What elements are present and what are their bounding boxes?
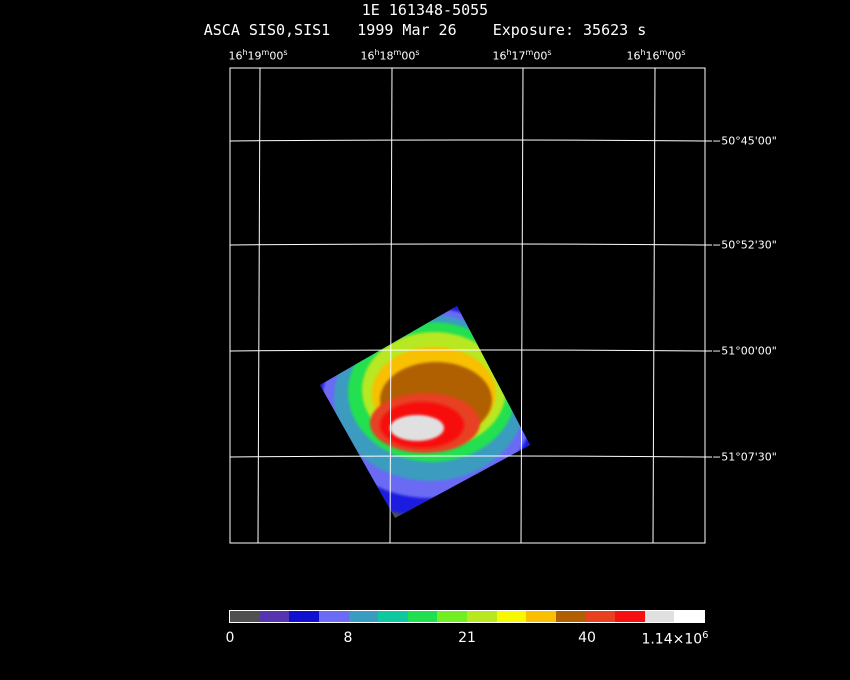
dec-grid-line-1 bbox=[229, 139, 706, 142]
ra-label-1: 16h19m00s bbox=[228, 48, 288, 63]
colorbar-swatch bbox=[467, 611, 497, 622]
colorbar-swatch bbox=[378, 611, 408, 622]
observation-info: ASCA SIS0,SIS1 1999 Mar 26 Exposure: 356… bbox=[203, 21, 647, 39]
colorbar-swatch bbox=[526, 611, 556, 622]
dec-label-2: −50°52'30" bbox=[712, 238, 777, 252]
colorbar-swatch bbox=[674, 611, 704, 622]
colorbar-swatch bbox=[230, 611, 260, 622]
intensity-contour-level bbox=[390, 415, 444, 441]
colorbar-swatch bbox=[289, 611, 319, 622]
ra-grid-line-1 bbox=[257, 67, 261, 544]
ra-label-3: 16h17m00s bbox=[492, 48, 552, 63]
colorbar-swatch bbox=[585, 611, 616, 622]
colorbar-tick-max: 1.14×106 bbox=[641, 630, 709, 648]
dec-label-3: −51°00'00" bbox=[712, 344, 777, 358]
ra-grid-line-4 bbox=[652, 67, 656, 544]
colorbar-swatch bbox=[437, 611, 467, 622]
ra-grid-line-2 bbox=[389, 67, 393, 544]
ra-label-2: 16h18m00s bbox=[360, 48, 420, 63]
colorbar-tick-21: 21 bbox=[458, 630, 476, 646]
colorbar-swatch bbox=[555, 611, 586, 622]
colorbar-swatch bbox=[615, 611, 645, 622]
colorbar-swatch bbox=[644, 611, 675, 622]
colorbar-tick-8: 8 bbox=[343, 630, 353, 646]
dec-grid-line-4 bbox=[229, 455, 706, 458]
colorbar-tick-40: 40 bbox=[578, 630, 596, 646]
plot-frame bbox=[229, 67, 706, 544]
ra-label-4: 16h16m00s bbox=[626, 48, 686, 63]
color-scale-bar bbox=[229, 610, 705, 623]
dec-grid-line-3 bbox=[229, 349, 706, 352]
colorbar-swatch bbox=[348, 611, 379, 622]
object-title: 1E 161348-5055 bbox=[361, 1, 489, 19]
dec-grid-line-2 bbox=[229, 243, 706, 246]
colorbar-swatch bbox=[259, 611, 290, 622]
ra-grid-line-3 bbox=[520, 67, 524, 544]
dec-label-1: −50°45'00" bbox=[712, 134, 777, 148]
detector-image bbox=[320, 306, 530, 518]
coordinate-grid bbox=[229, 67, 712, 544]
colorbar-swatch bbox=[496, 611, 527, 622]
dec-label-4: −51°07'30" bbox=[712, 450, 777, 464]
colorbar-swatch bbox=[318, 611, 349, 622]
colorbar-tick-0: 0 bbox=[225, 630, 235, 646]
colorbar-swatch bbox=[407, 611, 438, 622]
